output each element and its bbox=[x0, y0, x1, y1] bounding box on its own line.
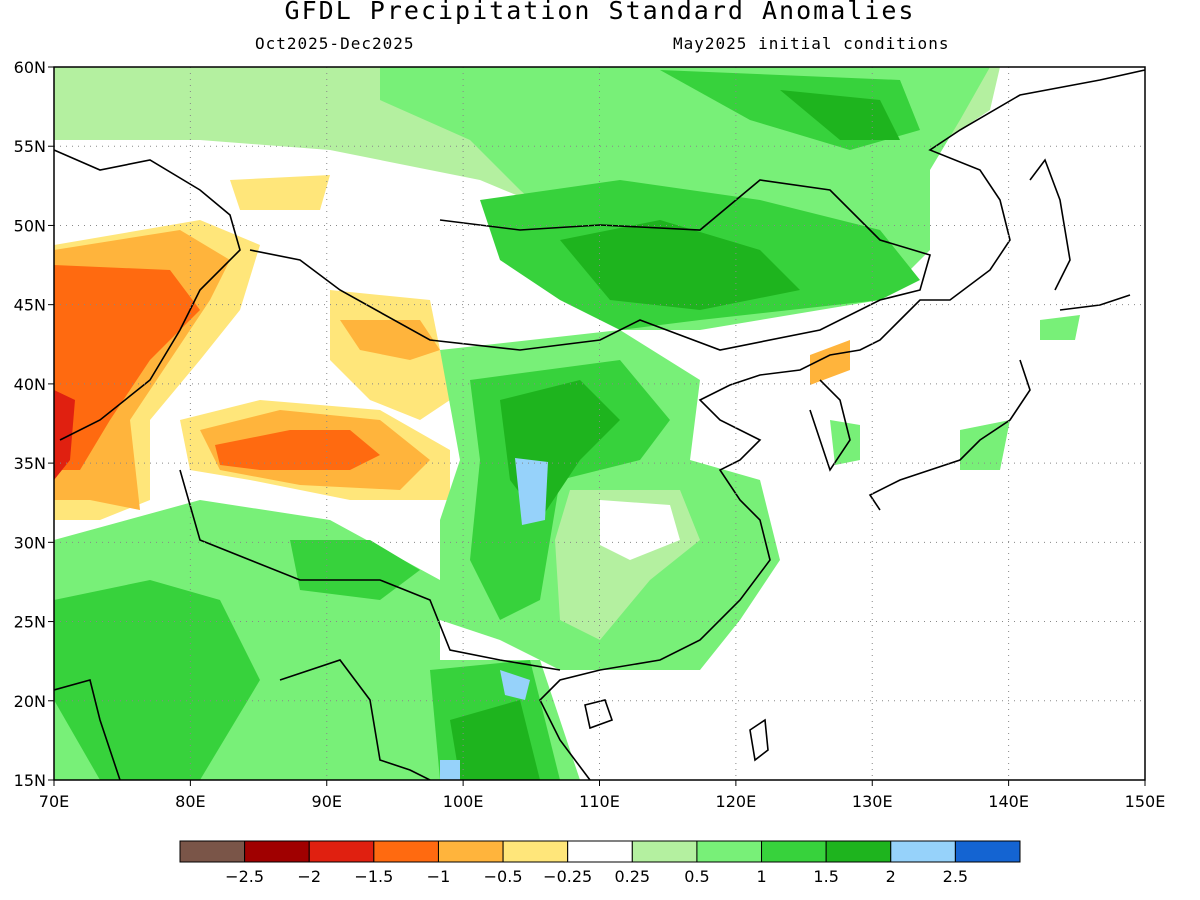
field-seasia-dark-green bbox=[450, 700, 540, 780]
forecast-period: Oct2025-Dec2025 bbox=[255, 34, 415, 53]
border-central-asia bbox=[54, 149, 241, 441]
field-west-red bbox=[54, 390, 75, 480]
legend-swatch bbox=[308, 840, 375, 863]
map-title: GFDL Precipitation Standard Anomalies bbox=[284, 0, 916, 25]
legend-swatch bbox=[954, 840, 1021, 863]
legend-label: −1.5 bbox=[354, 867, 393, 886]
lat-tick-label: 50N bbox=[14, 216, 46, 235]
lat-tick-label: 60N bbox=[14, 58, 46, 77]
field-himalaya-green bbox=[290, 540, 420, 600]
field-korea-green bbox=[830, 420, 860, 465]
lat-tick-label: 25N bbox=[14, 613, 46, 632]
legend-label: 0.25 bbox=[614, 867, 650, 886]
coast-taiwan bbox=[749, 718, 769, 762]
lat-tick-label: 15N bbox=[14, 771, 46, 790]
legend-swatch bbox=[179, 840, 246, 863]
legend-swatch bbox=[696, 840, 763, 863]
field-west-orange bbox=[54, 265, 200, 470]
legend-label: 2.5 bbox=[943, 867, 968, 886]
lon-tick-label: 150E bbox=[1125, 792, 1166, 811]
anomaly-fields bbox=[54, 67, 1145, 780]
field-korea-yellow bbox=[810, 340, 850, 385]
lon-tick-label: 130E bbox=[852, 792, 893, 811]
legend-label: 1.5 bbox=[813, 867, 838, 886]
field-seasia-blue-south bbox=[440, 760, 460, 780]
legend-swatch bbox=[502, 840, 569, 863]
legend-label: 2 bbox=[886, 867, 896, 886]
legend-label: −2.5 bbox=[225, 867, 264, 886]
latitude-labels: 15N 20N 25N 30N 35N 40N 45N 50N 55N 60N bbox=[14, 58, 54, 790]
field-mongolia-dark-green bbox=[560, 220, 800, 310]
lat-tick-label: 40N bbox=[14, 375, 46, 394]
coast-japan bbox=[868, 294, 1131, 511]
longitude-labels: 70E 80E 90E 100E 110E 120E 130E 140E 150E bbox=[39, 780, 1166, 811]
lon-tick-label: 70E bbox=[39, 792, 69, 811]
legend-label: −0.25 bbox=[543, 867, 592, 886]
legend-swatch bbox=[373, 840, 439, 863]
border-china-south bbox=[179, 469, 561, 671]
coast-hainan bbox=[584, 699, 614, 730]
field-central-light-orange bbox=[340, 320, 440, 360]
lon-tick-label: 120E bbox=[716, 792, 757, 811]
legend-swatch bbox=[631, 840, 698, 863]
legend-swatch bbox=[567, 840, 633, 863]
field-north-yellow bbox=[230, 175, 330, 210]
legend-swatch bbox=[890, 840, 956, 863]
legend-swatch bbox=[825, 840, 892, 863]
field-north-dark-green bbox=[780, 90, 900, 140]
lat-tick-label: 30N bbox=[14, 533, 46, 552]
field-china-blue bbox=[515, 458, 548, 525]
legend-label: −0.5 bbox=[484, 867, 523, 886]
coastlines bbox=[54, 69, 1145, 780]
coast-india bbox=[54, 659, 431, 780]
legend-label: 1 bbox=[756, 867, 766, 886]
lat-tick-label: 20N bbox=[14, 692, 46, 711]
lat-tick-label: 45N bbox=[14, 296, 46, 315]
lon-tick-label: 90E bbox=[312, 792, 342, 811]
field-seasia-blue bbox=[500, 670, 530, 700]
legend-label: −1 bbox=[427, 867, 451, 886]
coast-kamchatka bbox=[1029, 158, 1071, 291]
field-china-white-center bbox=[600, 500, 680, 560]
legend-label: −2 bbox=[297, 867, 321, 886]
legend-label: 0.5 bbox=[684, 867, 709, 886]
initial-conditions: May2025 initial conditions bbox=[673, 34, 950, 53]
lat-tick-label: 35N bbox=[14, 454, 46, 473]
lon-tick-label: 110E bbox=[579, 792, 620, 811]
field-india-mid-green bbox=[54, 580, 260, 780]
coast-east-asia bbox=[539, 69, 1145, 780]
lon-tick-label: 140E bbox=[988, 792, 1029, 811]
lon-tick-label: 100E bbox=[443, 792, 484, 811]
field-hokkaido-green bbox=[1040, 315, 1080, 340]
border-china-mongolia bbox=[249, 179, 931, 351]
color-legend: −2.5 −2 −1.5 −1 −0.5 −0.25 0.25 0.5 1 1.5 2 2.5 bbox=[179, 840, 1021, 886]
graticule bbox=[54, 67, 1145, 780]
lat-tick-label: 55N bbox=[14, 137, 46, 156]
legend-swatch bbox=[244, 840, 310, 863]
legend-swatch bbox=[437, 840, 504, 863]
lon-tick-label: 80E bbox=[175, 792, 205, 811]
field-tibet-orange bbox=[215, 430, 380, 470]
coast-korea bbox=[809, 379, 851, 472]
legend-swatch bbox=[761, 840, 827, 863]
field-japan-green bbox=[960, 420, 1010, 470]
